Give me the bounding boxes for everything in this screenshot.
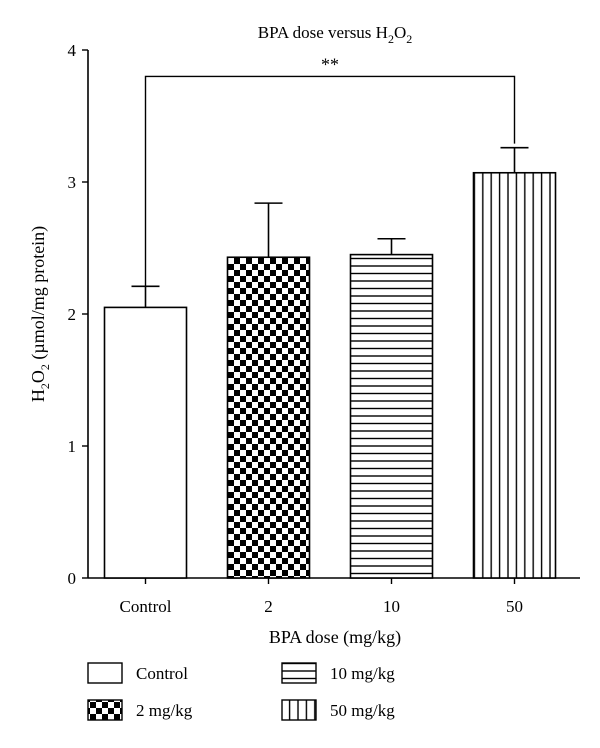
x-tick-label: 50 [506, 597, 523, 616]
y-tick-label: 3 [68, 173, 77, 192]
legend-label: 10 mg/kg [330, 664, 395, 683]
bar [349, 253, 434, 579]
x-tick-label: Control [120, 597, 172, 616]
bar [226, 256, 311, 579]
significance-bracket [144, 75, 516, 287]
chart-title: BPA dose versus H2O2 [258, 23, 412, 46]
legend-swatch [87, 662, 123, 684]
y-tick-label: 4 [68, 41, 77, 60]
x-tick-label: 2 [264, 597, 273, 616]
y-tick-label: 1 [68, 437, 77, 456]
bar [472, 171, 557, 579]
legend-swatch [281, 662, 317, 684]
y-axis-label: H2O2 (µmol/mg protein) [28, 226, 52, 402]
y-tick-label: 2 [68, 305, 77, 324]
legend-label: Control [136, 664, 188, 683]
legend-label: 50 mg/kg [330, 701, 395, 720]
x-tick-label: 10 [383, 597, 400, 616]
significance-label: ** [321, 54, 339, 74]
x-axis-label: BPA dose (mg/kg) [269, 627, 401, 648]
legend-swatch [87, 699, 123, 721]
legend-swatch [281, 699, 317, 721]
legend-label: 2 mg/kg [136, 701, 193, 720]
y-tick-label: 0 [68, 569, 77, 588]
bar [103, 306, 188, 579]
